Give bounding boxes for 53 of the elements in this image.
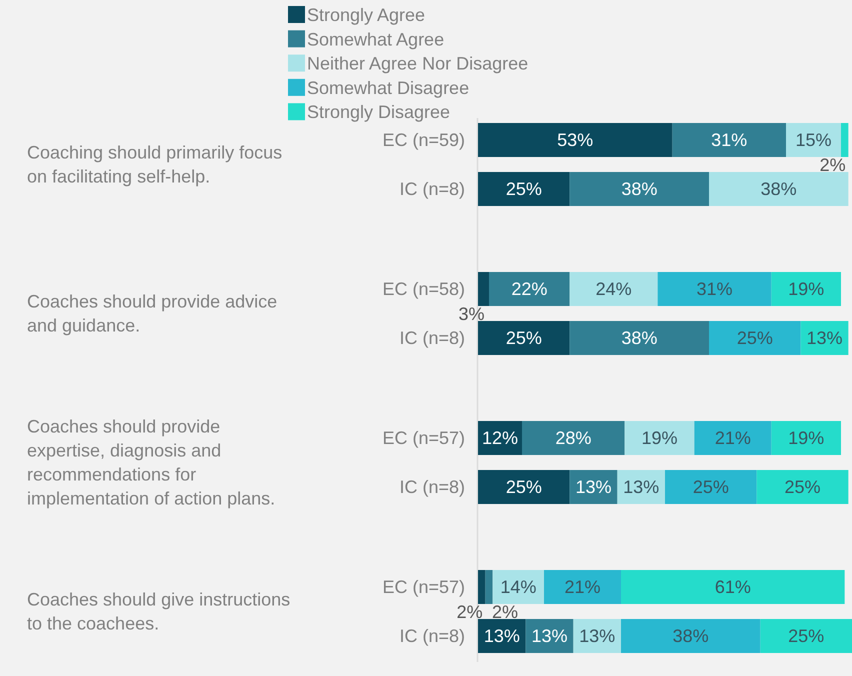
data-label: 38% — [621, 179, 658, 199]
data-label: 2% — [456, 602, 483, 622]
text: Coaches should provide advice and guidance. — [27, 292, 278, 336]
data-label: 12% — [482, 428, 518, 448]
data-label: 19% — [788, 428, 824, 448]
data-label: 13% — [579, 626, 616, 646]
data-label: 31% — [711, 130, 748, 150]
data-label: 21% — [714, 428, 751, 448]
data-label: 25% — [736, 328, 773, 348]
legend-label: Strongly Agree — [307, 5, 426, 25]
data-label: 28% — [555, 428, 592, 448]
data-label: 15% — [795, 130, 832, 150]
data-label: 13% — [623, 477, 660, 497]
data-label: 13% — [575, 477, 612, 497]
y-tick-label: EC (n=57) — [382, 428, 465, 448]
legend-label: Neither Agree Nor Disagree — [307, 54, 528, 74]
data-label: 25% — [506, 179, 542, 199]
data-label: 19% — [641, 428, 678, 448]
data-label: 2% — [492, 602, 518, 622]
data-label: 13% — [806, 328, 843, 348]
y-tick-label: IC (n=8) — [399, 477, 465, 497]
data-label: 25% — [692, 477, 729, 497]
data-label: 21% — [564, 577, 601, 597]
data-label: 25% — [506, 477, 542, 497]
y-tick-label: IC (n=8) — [399, 328, 465, 348]
data-label: 19% — [788, 279, 824, 299]
data-label: 24% — [596, 279, 632, 299]
data-label: 13% — [484, 626, 520, 646]
data-label: 61% — [714, 577, 751, 597]
data-label: 31% — [696, 279, 733, 299]
data-label: 22% — [511, 279, 548, 299]
data-label: 25% — [506, 328, 542, 348]
text: Coaching should primarily focus on facilitating self-help. — [27, 142, 282, 186]
data-label: 38% — [621, 328, 658, 348]
legend-label: Somewhat Disagree — [307, 78, 470, 98]
data-label: 25% — [784, 477, 821, 497]
data-label: 38% — [760, 179, 797, 199]
legend-label: Somewhat Agree — [307, 29, 444, 50]
data-label: 53% — [557, 130, 594, 150]
data-label: 38% — [672, 626, 709, 646]
y-tick-label: EC (n=58) — [382, 279, 465, 299]
y-tick-label: IC (n=8) — [399, 179, 465, 199]
text: Coaches should give instructions to the coachees. — [27, 590, 290, 634]
y-tick-label: IC (n=8) — [399, 626, 465, 646]
data-label: 14% — [500, 577, 536, 597]
data-label: 3% — [458, 304, 485, 324]
data-label: 13% — [531, 626, 568, 646]
y-tick-label: EC (n=59) — [382, 130, 465, 150]
legend-label: Strongly Disagree — [307, 102, 450, 122]
data-label: 2% — [820, 155, 846, 175]
data-label: 25% — [788, 626, 824, 646]
y-tick-label: EC (n=57) — [382, 577, 465, 597]
text: Coaches should provide expertise, diagnosis and recommendations for implementation of action plans. — [27, 416, 276, 508]
